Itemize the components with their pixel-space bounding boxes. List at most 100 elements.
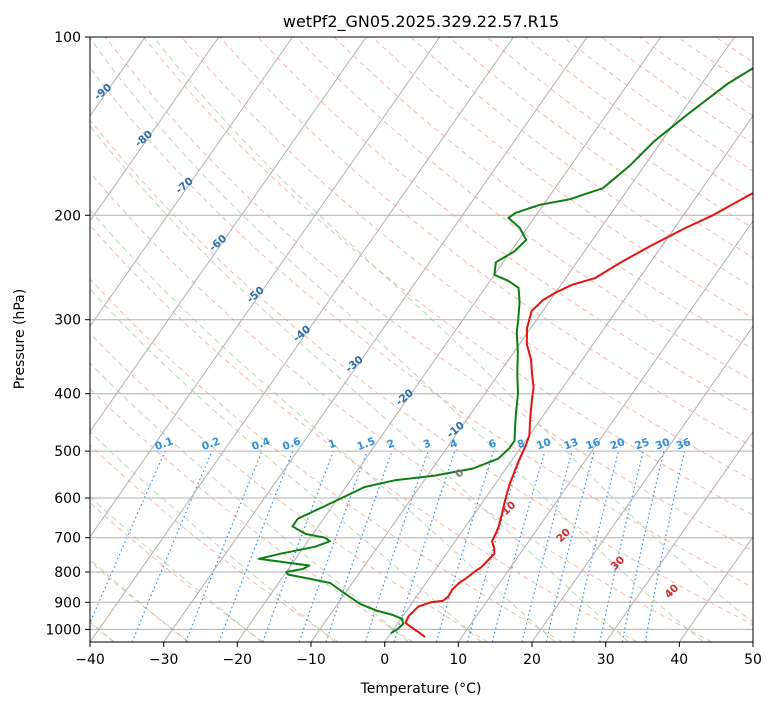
isotherm-line	[457, 220, 753, 642]
dry-adiabat-label: -90	[92, 81, 114, 102]
y-tick-label: 400	[54, 387, 81, 403]
moist-adiabat-line	[90, 37, 704, 642]
dry-adiabat-line	[90, 444, 339, 642]
sounding-series	[257, 66, 753, 638]
dry-adiabat-line	[90, 278, 563, 642]
mixing-ratio-label: 8	[516, 437, 527, 451]
x-tick-label: −20	[223, 652, 253, 668]
mixing-ratio-lines	[90, 450, 686, 642]
y-tick-label: 700	[54, 531, 81, 547]
dry-adiabat-label: -20	[394, 387, 416, 408]
dewpoint-profile-line	[257, 66, 753, 635]
mixing-ratio-label: 2	[385, 437, 396, 451]
x-tick-label: 40	[670, 652, 688, 668]
dry-adiabat-label: -60	[207, 233, 229, 254]
dry-adiabat-line	[639, 37, 753, 117]
dry-adiabat-line	[181, 37, 753, 482]
x-axis-ticks: −40 −30 −20 −10 0 10 20 30 40 50	[75, 642, 762, 668]
dry-adiabat-line	[90, 332, 488, 642]
moist-adiabat-line	[90, 288, 482, 642]
y-tick-label: 200	[54, 208, 81, 224]
moist-adiabat-line	[90, 209, 556, 642]
mixing-ratio-line	[491, 450, 546, 642]
dry-adiabat-line	[90, 388, 414, 642]
x-tick-label: 50	[744, 652, 762, 668]
moist-adiabat-label: 40	[662, 582, 681, 601]
y-tick-label: 900	[54, 595, 81, 611]
mixing-ratio-label: 1	[327, 437, 338, 451]
isotherm-line	[0, 37, 72, 642]
mixing-ratio-label: 36	[675, 436, 693, 452]
y-tick-label: 500	[54, 444, 81, 460]
mixing-ratio-label: 0.2	[200, 435, 222, 453]
dry-adiabat-line	[448, 37, 753, 259]
isotherm-line	[90, 37, 293, 328]
dry-adiabat-line	[333, 37, 753, 350]
mixing-ratio-label: 25	[633, 436, 651, 452]
mixing-ratio-label: 0.6	[281, 435, 303, 453]
dry-adiabat-line	[677, 37, 753, 90]
x-tick-label: 0	[380, 652, 389, 668]
mixing-ratio-label: 1.5	[355, 435, 377, 453]
isotherm-line	[605, 430, 753, 642]
x-tick-label: 20	[523, 652, 541, 668]
moist-adiabat-line	[90, 362, 409, 642]
mixing-ratio-label: 10	[535, 436, 553, 452]
dry-adiabat-line	[754, 37, 775, 642]
moist-adiabat-line	[90, 125, 630, 642]
y-tick-label: 600	[54, 491, 81, 507]
x-tick-label: −10	[296, 652, 326, 668]
dry-adiabat-line	[90, 171, 712, 642]
mixing-ratio-line	[325, 450, 393, 642]
temperature-profile-line	[404, 191, 753, 638]
dry-adiabat-line	[143, 37, 753, 516]
moist-adiabats	[90, 37, 753, 642]
mixing-ratio-label: 0.4	[250, 435, 272, 453]
plot-area: 0.1 0.2 0.4 0.6 1 1.5 2 3 4 6 8 10 13 16 20 25 30 36-100-…	[0, 37, 775, 642]
dry-adiabat-label: -80	[133, 128, 155, 149]
mixing-ratio-line	[599, 450, 644, 642]
isotherm-line	[384, 114, 753, 642]
mixing-ratio-line	[644, 450, 686, 642]
mixing-ratio-label: 3	[422, 437, 433, 451]
mixing-ratio-line	[435, 450, 495, 642]
dry-adiabat-line	[601, 37, 753, 144]
dry-adiabat-label: -30	[343, 354, 365, 375]
mixing-ratio-line	[298, 450, 368, 642]
dry-adiabat-label: -10	[445, 419, 467, 440]
x-tick-label: 10	[449, 652, 467, 668]
mixing-ratio-line	[393, 450, 456, 642]
dry-adiabat-line	[90, 224, 638, 642]
isotherm-line	[236, 37, 662, 642]
mixing-ratio-label: 16	[584, 436, 602, 452]
moist-adiabat-line	[153, 37, 753, 624]
mixing-ratio-label: 4	[448, 437, 459, 451]
mixing-ratio-line	[131, 450, 213, 642]
mixing-ratio-line	[185, 450, 263, 642]
y-tick-label: 300	[54, 313, 81, 329]
isotherm-line	[90, 37, 367, 433]
skewed-isotherms	[0, 37, 753, 642]
dry-adiabat-label: -50	[245, 284, 267, 305]
moist-adiabat-line	[90, 430, 336, 642]
dry-adiabat-line	[486, 37, 753, 229]
isotherm-line	[752, 641, 753, 642]
mixing-ratio-line	[218, 450, 294, 642]
mixing-ratio-line	[364, 450, 429, 642]
isotherm-line	[90, 37, 441, 538]
mixing-ratio-line	[521, 450, 573, 642]
x-tick-label: −30	[149, 652, 179, 668]
moist-adiabat-label: 20	[554, 526, 573, 545]
dry-adiabat-line	[90, 560, 190, 642]
moist-adiabat-label: 0	[453, 467, 467, 481]
mixing-ratio-line	[466, 450, 523, 642]
isotherm-line	[531, 325, 753, 642]
dry-adiabat-line	[372, 37, 753, 319]
isotherm-line	[90, 37, 514, 642]
y-tick-label: 800	[54, 565, 81, 581]
dry-adiabats	[90, 37, 775, 642]
dry-adiabat-line	[219, 37, 753, 448]
mixing-ratio-line	[621, 450, 665, 642]
dry-adiabat-line	[104, 37, 753, 552]
isopleth-labels: 0.1 0.2 0.4 0.6 1 1.5 2 3 4 6 8 10 13 16 20 25 30 36-100-…	[92, 81, 693, 601]
